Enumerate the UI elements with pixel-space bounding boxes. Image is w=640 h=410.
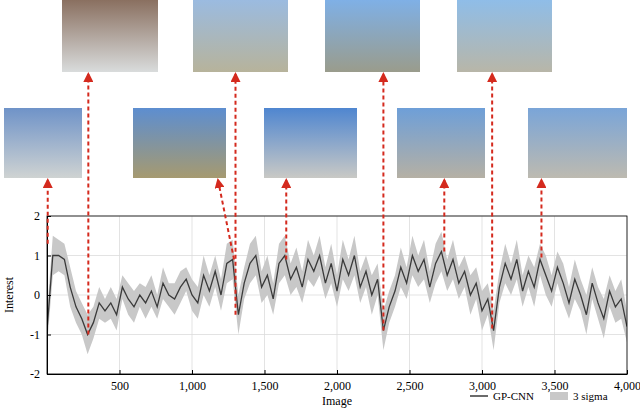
x-tick: 4,000 [614, 370, 640, 393]
plot-frame [47, 216, 627, 374]
x-axis-line [48, 374, 628, 375]
x-tick: 1,000 [179, 370, 206, 393]
x-axis: 500 1,000 1,500 2,000 2,500 3,000 3,500 4,000 [48, 370, 640, 393]
x-tick-mark [627, 370, 628, 374]
y-tick-label: 2 [34, 209, 40, 223]
x-tick-label: 500 [111, 379, 129, 393]
x-tick-label: 1,500 [252, 379, 279, 393]
legend-label: GP-CNN [493, 390, 534, 402]
annotation-arrow [87, 74, 89, 335]
photo [193, 0, 288, 72]
sigma-band [47, 232, 627, 354]
annotation-arrow [235, 74, 237, 315]
line [47, 252, 627, 335]
x-tick-label: 4,000 [614, 379, 640, 393]
annotations [48, 74, 542, 335]
x-tick-mark [555, 370, 556, 374]
x-tick-label: 1,000 [179, 379, 206, 393]
x-tick: 1,500 [252, 370, 279, 393]
y-tick: -1 [30, 328, 51, 342]
grid-line [47, 334, 627, 335]
y-tick-mark [47, 295, 51, 296]
photos [4, 0, 627, 178]
x-tick: 500 [111, 370, 129, 393]
photo [62, 0, 158, 72]
x-tick-label: 3,000 [469, 379, 496, 393]
annotation-arrow [47, 180, 49, 244]
x-axis-title: Image [322, 394, 352, 408]
x-tick-label: 3,500 [542, 379, 569, 393]
chart: 500 1,000 1,500 2,000 2,500 3,000 3,500 4,000 -2… [0, 0, 640, 410]
y-tick-mark [47, 256, 51, 257]
x-tick-mark [482, 370, 483, 374]
annotation-arrow [540, 180, 542, 257]
x-tick: 2,500 [397, 370, 424, 393]
annotation-arrow [382, 74, 384, 331]
y-tick-mark [47, 335, 51, 336]
y-tick: 0 [34, 288, 51, 302]
x-tick: 3,000 [469, 370, 496, 393]
x-tick-mark [410, 370, 411, 374]
y-tick-label: -1 [30, 328, 40, 342]
photo [457, 0, 552, 72]
x-tick-mark [337, 370, 338, 374]
annotation-arrow [491, 74, 493, 329]
legend-label: 3 sigma [573, 390, 608, 402]
x-tick: 2,000 [324, 370, 351, 393]
y-tick-label: -2 [30, 367, 40, 381]
x-tick-mark [192, 370, 193, 374]
annotation-arrow [218, 180, 234, 259]
y-axis-title: Interest [2, 276, 16, 313]
y-tick-label: 0 [34, 288, 40, 302]
photo [325, 0, 420, 72]
annotation-arrow [285, 180, 287, 259]
y-tick-mark [47, 216, 51, 217]
photo [264, 108, 357, 178]
y-tick: 1 [34, 249, 51, 263]
annotation-arrow [443, 180, 445, 252]
x-tick: 3,500 [542, 370, 569, 393]
x-tick-mark [265, 370, 266, 374]
y-tick: -2 [30, 367, 51, 381]
legend-swatch [550, 392, 568, 400]
grid [47, 216, 627, 374]
y-tick-mark [47, 374, 51, 375]
photo [528, 108, 627, 178]
x-tick-label: 2,500 [397, 379, 424, 393]
photo [4, 108, 82, 178]
photo [133, 108, 226, 178]
y-tick-label: 1 [34, 249, 40, 263]
plot-area [47, 232, 627, 354]
legend-swatch [470, 395, 488, 397]
x-tick-label: 2,000 [324, 379, 351, 393]
photo [397, 108, 485, 178]
legend: GP-CNN 3 sigma [470, 390, 608, 402]
x-tick-mark [120, 370, 121, 374]
